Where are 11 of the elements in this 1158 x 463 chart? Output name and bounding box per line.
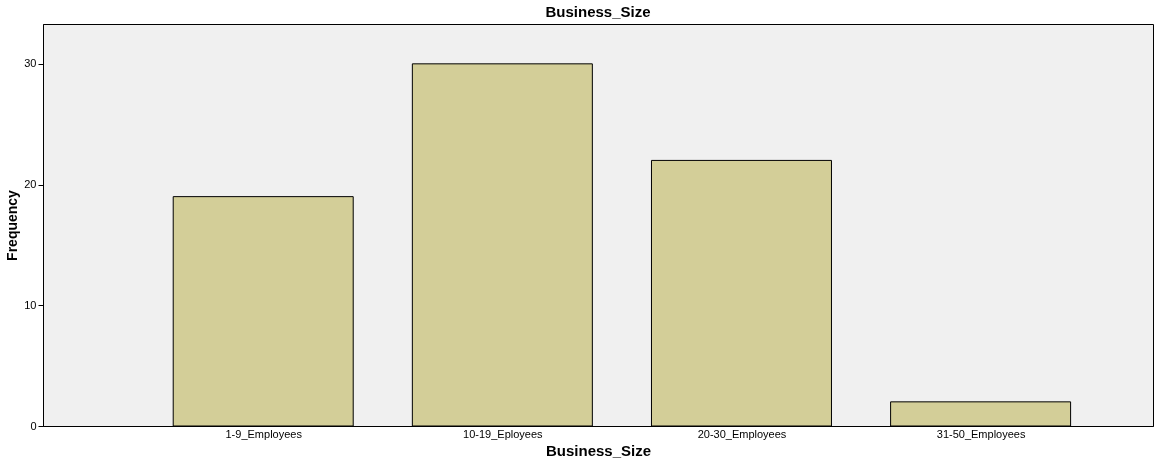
x-tick-label: 20-30_Employees — [697, 427, 787, 440]
x-tick-label: 31-50_Employees — [936, 427, 1026, 440]
y-tick-label: 20 — [24, 178, 37, 191]
y-tick-label: 30 — [24, 57, 37, 70]
x-tick-label: 10-19_Eployees — [463, 427, 544, 440]
x-axis-title: Business_Size — [545, 441, 652, 459]
y-tick-label: 10 — [24, 298, 37, 311]
x-tick-label: 1-9_Employees — [225, 427, 303, 440]
chart-title: Business_Size — [545, 3, 651, 20]
y-tick-label: 0 — [30, 419, 37, 432]
y-axis-title: Frequency — [4, 189, 21, 261]
